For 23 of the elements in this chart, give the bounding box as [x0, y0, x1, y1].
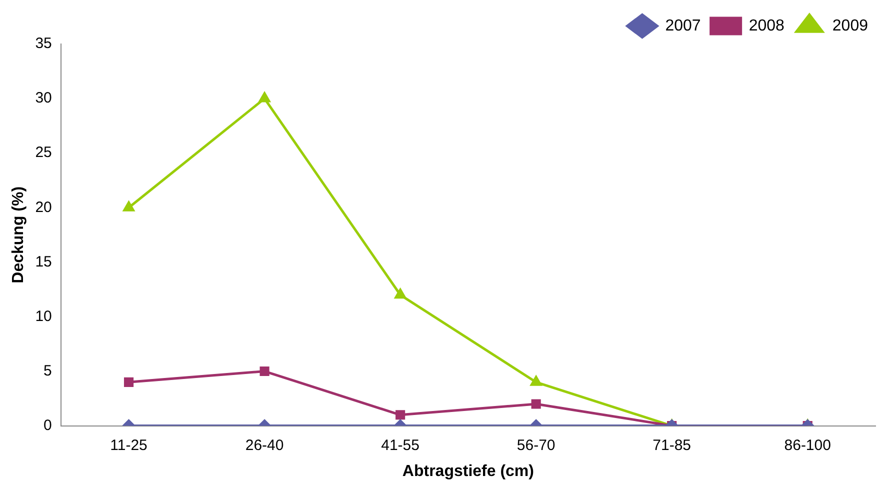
x-tick-label: 56-70 [516, 436, 556, 454]
x-tick-label: 11-25 [110, 436, 148, 454]
y-tick-label: 25 [35, 144, 52, 162]
y-tick-label: 30 [35, 90, 52, 107]
x-tick-label: 26-40 [245, 436, 284, 454]
point [258, 92, 270, 102]
x-tick-label: 71-85 [652, 436, 692, 454]
point [123, 201, 134, 212]
x-tick-label: 86-100 [784, 436, 831, 454]
legend-label: 2008 [748, 17, 785, 34]
x-axis-title: Abtragstiefe (cm) [402, 462, 534, 480]
y-tick-label: 5 [44, 362, 52, 380]
y-tick-label: 10 [35, 308, 52, 325]
point [394, 288, 406, 299]
y-tick-label: 35 [35, 35, 52, 52]
point [530, 376, 542, 386]
y-tick-label: 15 [35, 253, 52, 270]
legend-label: 2009 [832, 17, 868, 34]
y-axis-title: Deckung (%) [10, 186, 28, 284]
legend-label: 2007 [665, 17, 701, 34]
x-tick-label: 41-55 [381, 436, 420, 454]
y-tick-label: 0 [44, 416, 52, 434]
y-tick-label: 20 [35, 198, 52, 216]
